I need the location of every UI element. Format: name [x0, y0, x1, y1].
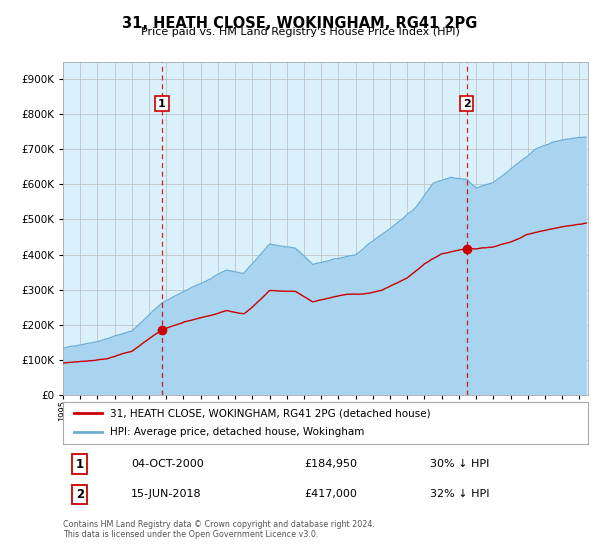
- Text: 2: 2: [463, 99, 470, 109]
- Text: 2: 2: [76, 488, 84, 501]
- Text: Contains HM Land Registry data © Crown copyright and database right 2024.
This d: Contains HM Land Registry data © Crown c…: [63, 520, 375, 539]
- Text: 30% ↓ HPI: 30% ↓ HPI: [431, 459, 490, 469]
- Text: £417,000: £417,000: [305, 489, 358, 500]
- Text: 1: 1: [76, 458, 84, 470]
- Text: 1: 1: [158, 99, 166, 109]
- Text: 31, HEATH CLOSE, WOKINGHAM, RG41 2PG: 31, HEATH CLOSE, WOKINGHAM, RG41 2PG: [122, 16, 478, 31]
- Text: 31, HEATH CLOSE, WOKINGHAM, RG41 2PG (detached house): 31, HEATH CLOSE, WOKINGHAM, RG41 2PG (de…: [110, 408, 431, 418]
- Text: 04-OCT-2000: 04-OCT-2000: [131, 459, 204, 469]
- Text: Price paid vs. HM Land Registry's House Price Index (HPI): Price paid vs. HM Land Registry's House …: [140, 27, 460, 37]
- Text: HPI: Average price, detached house, Wokingham: HPI: Average price, detached house, Woki…: [110, 427, 365, 437]
- Text: 15-JUN-2018: 15-JUN-2018: [131, 489, 202, 500]
- Text: 32% ↓ HPI: 32% ↓ HPI: [431, 489, 490, 500]
- Text: £184,950: £184,950: [305, 459, 358, 469]
